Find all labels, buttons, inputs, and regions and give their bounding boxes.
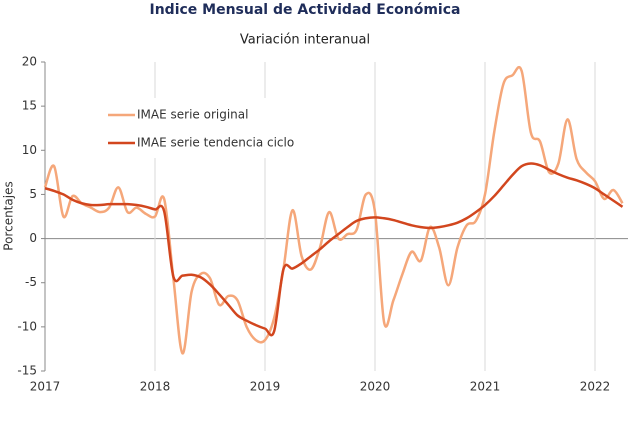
chart-title: Indice Mensual de Actividad Económica xyxy=(150,2,461,18)
x-tick-label: 2018 xyxy=(140,380,171,394)
y-axis-label: Porcentajes xyxy=(2,181,16,250)
x-tick-label: 2017 xyxy=(30,380,61,394)
legend-label: IMAE serie original xyxy=(137,108,248,122)
y-tick-label: 0 xyxy=(29,231,37,245)
y-tick-label: -5 xyxy=(25,275,37,289)
chart-subtitle: Variación interanual xyxy=(240,33,370,48)
legend-label: IMAE serie tendencia ciclo xyxy=(137,136,294,150)
y-tick-label: 10 xyxy=(22,143,37,157)
y-tick-label: 20 xyxy=(22,55,37,69)
x-tick-label: 2022 xyxy=(580,380,611,394)
x-tick-label: 2019 xyxy=(250,380,281,394)
y-tick-label: 5 xyxy=(29,187,37,201)
line-series xyxy=(44,162,624,337)
legend-box xyxy=(100,98,310,158)
y-tick-label: -10 xyxy=(17,319,37,333)
line-series xyxy=(43,65,624,355)
y-tick-label: -15 xyxy=(17,364,37,378)
x-tick-label: 2020 xyxy=(360,380,391,394)
y-tick-label: 15 xyxy=(22,99,37,113)
x-tick-label: 2021 xyxy=(470,380,501,394)
